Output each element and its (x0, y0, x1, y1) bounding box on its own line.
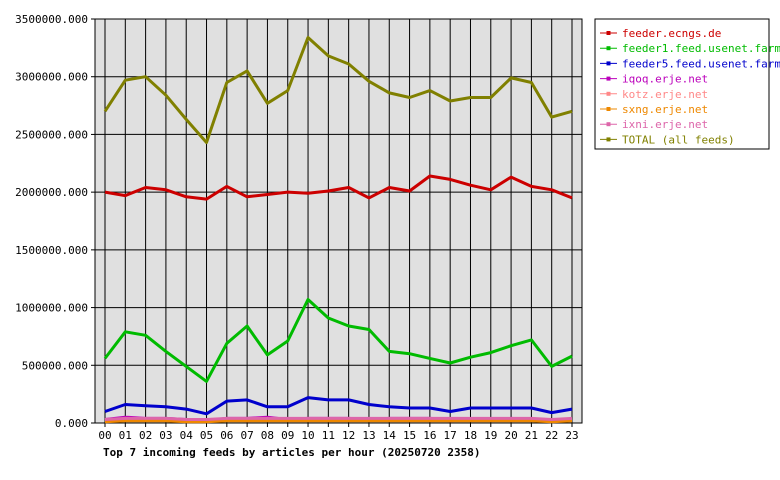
legend-label-1: feeder1.feed.usenet.farm (622, 42, 780, 55)
legend-marker-7 (606, 137, 611, 142)
series-line-5 (104, 419, 573, 424)
legend-marker-0 (606, 31, 611, 35)
chart-title: Top 7 incoming feeds by articles per hou… (103, 446, 481, 459)
x-tick-label: 11 (322, 429, 335, 442)
x-tick-label: 00 (98, 429, 111, 442)
legend-marker-1 (606, 46, 611, 51)
x-tick-label: 14 (383, 429, 397, 442)
legend-label-6: ixni.erje.net (622, 118, 708, 131)
x-tick-label: 06 (220, 429, 233, 442)
y-axis-ticks: 0.000 500000.000 1000000.000 1500000.000 200… (15, 13, 88, 430)
x-tick-label: 08 (261, 429, 274, 442)
series-line-6 (104, 416, 573, 421)
x-tick-label: 18 (464, 429, 477, 442)
x-tick-label: 13 (362, 429, 375, 442)
y-tick-label: 500000.000 (22, 359, 88, 372)
x-tick-label: 17 (444, 429, 457, 442)
x-tick-label: 15 (403, 429, 416, 442)
legend-marker-2 (606, 61, 611, 66)
series-lines (103, 36, 573, 424)
x-tick-label: 04 (180, 429, 194, 442)
y-tick-label: 3500000.000 (15, 13, 88, 26)
legend-label-3: iqoq.erje.net (622, 73, 708, 86)
x-tick-label: 05 (200, 429, 213, 442)
x-tick-label: 02 (139, 429, 152, 442)
legend-label-0: feeder.ecngs.de (622, 27, 721, 40)
x-axis-ticks: 00 01 02 03 04 05 06 07 08 09 10 11 12 13 14 15 16 17 18 19… (98, 429, 578, 442)
legend: feeder.ecngs.de feeder1.feed.usenet.farm f… (594, 18, 780, 150)
legend-label-4: kotz.erje.net (622, 88, 708, 101)
x-tick-label: 20 (504, 429, 517, 442)
legend-marker-3 (606, 76, 611, 81)
series-line-7 (103, 36, 573, 144)
x-tick-label: 19 (484, 429, 497, 442)
x-tick-label: 21 (525, 429, 538, 442)
y-tick-label: 2500000.000 (15, 128, 88, 141)
x-tick-label: 12 (342, 429, 355, 442)
x-tick-label: 01 (119, 429, 132, 442)
series-line-2 (104, 396, 573, 416)
series-line-1 (103, 298, 573, 383)
y-tick-label: 0.000 (55, 417, 88, 430)
x-tick-label: 22 (545, 429, 558, 442)
legend-marker-6 (606, 122, 611, 127)
y-tick-label: 3000000.000 (15, 71, 88, 84)
legend-marker-4 (606, 91, 611, 96)
x-tick-label: 03 (159, 429, 172, 442)
legend-box (594, 18, 770, 150)
legend-marker-5 (606, 107, 611, 111)
legend-label-7: TOTAL (all feeds) (622, 133, 735, 146)
y-tick-label: 1500000.000 (15, 244, 88, 257)
x-tick-label: 09 (281, 429, 294, 442)
x-tick-label: 07 (241, 429, 254, 442)
legend-label-2: feeder5.feed.usenet.farm (622, 57, 780, 70)
legend-label-5: sxng.erje.net (622, 103, 708, 116)
series-line-0 (104, 174, 573, 201)
y-tick-label: 2000000.000 (15, 186, 88, 199)
y-tick-label: 1000000.000 (15, 302, 88, 315)
x-tick-label: 16 (423, 429, 436, 442)
x-tick-label: 10 (301, 429, 314, 442)
x-tick-label: 23 (565, 429, 578, 442)
